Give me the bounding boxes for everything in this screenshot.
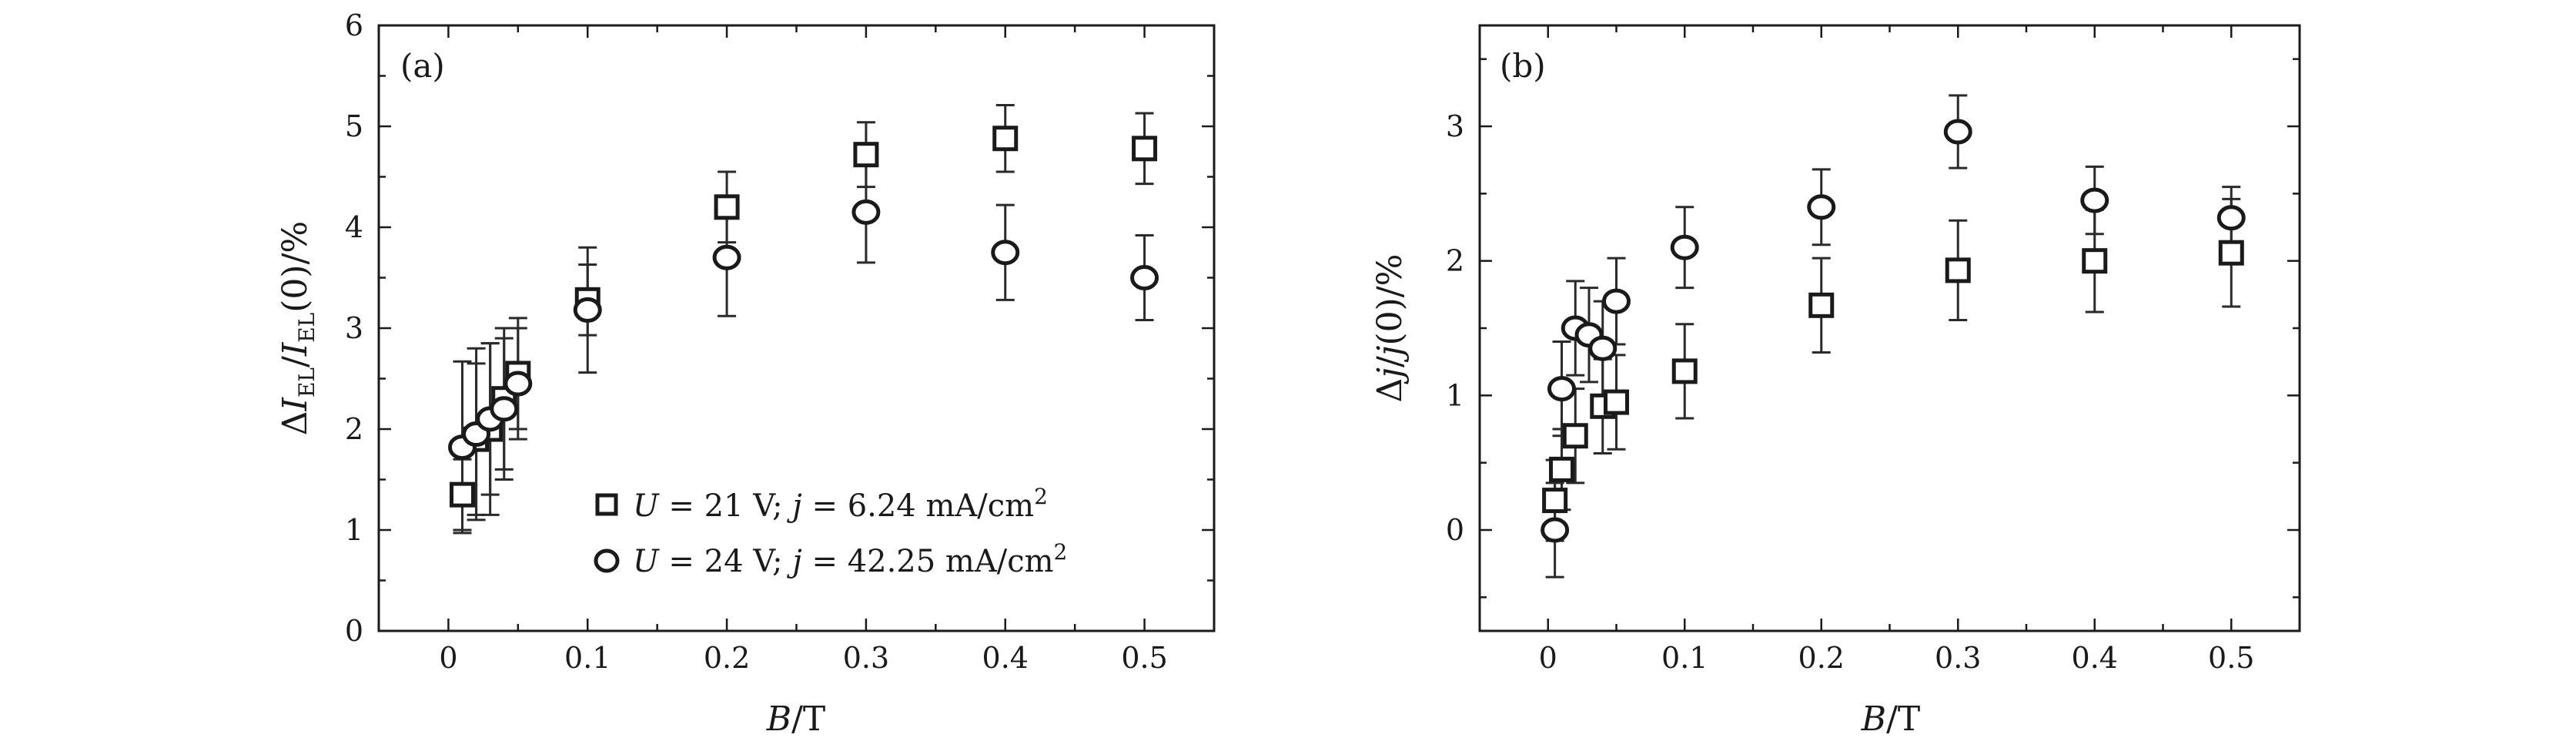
panel-b-x-axis-title: B/T	[1861, 699, 1921, 739]
panel-a-ticks: 0 0.1 0.2 0.3 0.4 0.5 0 1 2 3 4 5 6	[345, 8, 1216, 675]
circle-data-point	[503, 371, 533, 397]
x-tick-label: 0.4	[2072, 641, 2118, 675]
circle-data-point	[1670, 234, 1699, 260]
square-data-point	[1945, 257, 1971, 283]
circle-data-point	[1602, 288, 1631, 314]
square-data-point	[1542, 488, 1568, 514]
panel-a-y-axis-title: ΔIEL/IEL(0)/%	[276, 221, 319, 435]
panel-b-markers	[1541, 119, 2246, 543]
y-tick-label: 2	[345, 412, 363, 446]
legend-square-marker	[595, 493, 618, 516]
x-tick-label: 0	[1539, 641, 1557, 675]
circle-data-point	[1541, 517, 1570, 543]
y-tick-label: 3	[1446, 109, 1464, 143]
x-tick-label: 0.2	[704, 641, 750, 675]
square-data-point	[1132, 136, 1158, 162]
panel-a-error-bars	[453, 103, 1154, 535]
circle-data-point	[1130, 265, 1159, 290]
circle-data-point	[2080, 187, 2109, 213]
y-tick-label: 6	[345, 8, 363, 42]
circle-data-point	[573, 297, 602, 323]
x-tick-label: 0.5	[2208, 641, 2254, 675]
x-tick-label: 0.4	[982, 641, 1029, 675]
panel-a-legend: U = 21 V; j = 6.24 mA/cm2 U = 24 V; j = …	[594, 484, 1067, 579]
circle-data-point	[991, 240, 1020, 266]
square-data-point	[1671, 358, 1698, 384]
square-data-point	[2082, 248, 2108, 274]
panel-b-ticks: 0 0.1 0.2 0.3 0.4 0.5 0 1 2 3	[1446, 25, 2300, 675]
panel-a-label: (a)	[400, 47, 445, 85]
circle-data-point	[712, 244, 741, 270]
square-data-point	[1604, 389, 1629, 415]
square-data-point	[1562, 423, 1588, 449]
x-tick-label: 0.1	[564, 641, 611, 675]
y-tick-label: 1	[345, 513, 363, 547]
x-tick-label: 0.5	[1121, 641, 1167, 675]
y-tick-label: 2	[1446, 244, 1464, 278]
panel-b-chart: 0 0.1 0.2 0.3 0.4 0.5 0 1 2 3 (b) B/T Δj/j(0)/%	[1370, 24, 2301, 739]
circle-data-point	[851, 199, 881, 225]
square-data-point	[1549, 456, 1574, 482]
circle-data-point	[1807, 194, 1836, 220]
circle-data-point	[1588, 335, 1618, 361]
circle-data-point	[1943, 119, 1972, 145]
legend-entry-series-2: U = 24 V; j = 42.25 mA/cm2	[633, 539, 1067, 579]
y-tick-label: 5	[345, 109, 363, 143]
square-data-point	[2218, 240, 2244, 266]
legend-circle-marker	[594, 548, 620, 573]
square-data-point	[1808, 292, 1835, 318]
y-tick-label: 0	[345, 614, 363, 648]
panel-b-label: (b)	[1500, 47, 1546, 85]
x-tick-label: 0.2	[1798, 641, 1845, 675]
panel-a-markers	[448, 126, 1159, 508]
square-data-point	[992, 126, 1019, 152]
panel-b-y-axis-title: Δj/j(0)/%	[1370, 254, 1410, 403]
square-data-point	[450, 481, 475, 508]
panel-b-error-bars	[1545, 94, 2241, 579]
x-tick-label: 0	[439, 641, 457, 675]
y-tick-label: 3	[345, 311, 363, 345]
legend-entry-series-1: U = 21 V; j = 6.24 mA/cm2	[633, 484, 1048, 524]
panel-a-x-axis-title: B/T	[766, 699, 826, 739]
y-tick-label: 4	[345, 210, 363, 244]
x-tick-label: 0.3	[1935, 641, 1981, 675]
y-tick-label: 0	[1446, 513, 1464, 547]
panel-a-chart: 0 0.1 0.2 0.3 0.4 0.5 0 1 2 3 4 5 6 (a) B/T ΔIEL/IEL…	[276, 8, 1216, 739]
circle-data-point	[2216, 205, 2246, 231]
square-data-point	[714, 194, 740, 220]
x-tick-label: 0.1	[1661, 641, 1708, 675]
circle-data-point	[490, 396, 519, 422]
square-data-point	[853, 142, 879, 168]
x-tick-label: 0.3	[843, 641, 889, 675]
circle-data-point	[1547, 376, 1576, 402]
y-tick-label: 1	[1446, 378, 1464, 412]
